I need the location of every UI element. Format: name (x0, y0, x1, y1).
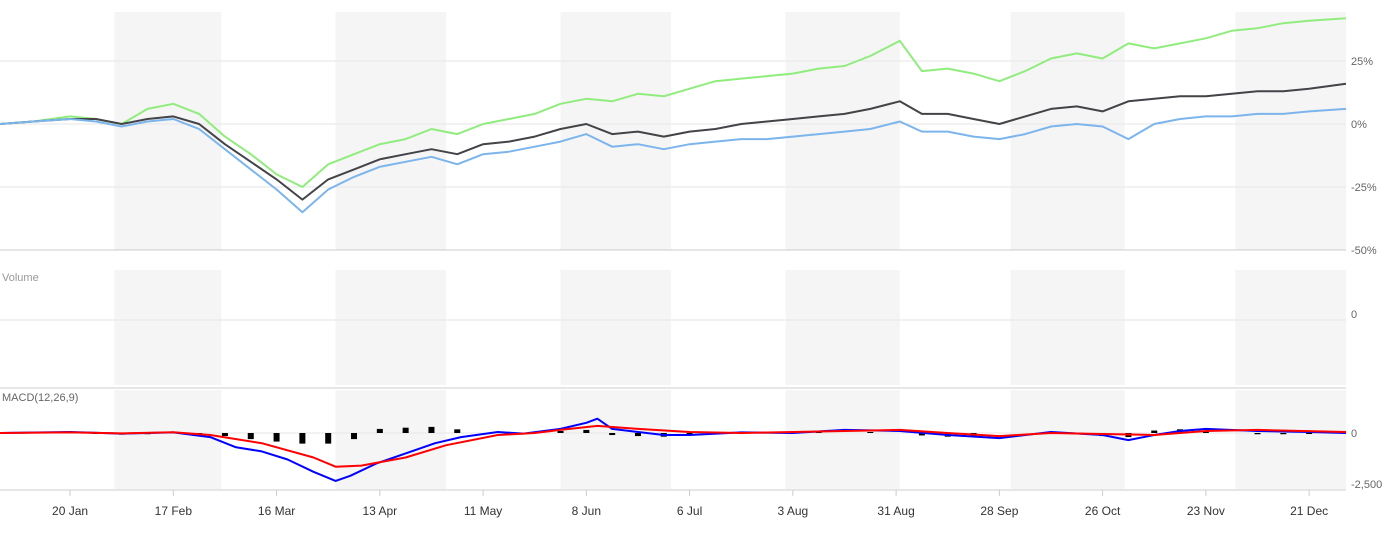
x-tick-label: 21 Dec (1290, 504, 1328, 518)
macd-histogram-bar (376, 428, 383, 433)
macd-histogram-bar (557, 430, 564, 433)
macd-histogram-bar (402, 427, 409, 433)
month-band (560, 12, 672, 250)
price-series-line-3 (0, 107, 1347, 214)
macd-series (0, 417, 1347, 482)
x-tick-label: 31 Aug (877, 504, 914, 518)
macd-histogram-bar (1280, 433, 1287, 435)
y-tick-label: 25% (1351, 56, 1373, 68)
macd-histogram-bar (609, 433, 616, 436)
y-axis-labels: 25% 0% -25% -50% 0 0 -2,500 (1351, 56, 1382, 491)
month-band (560, 390, 672, 489)
x-tick-label: 11 May (464, 504, 502, 518)
macd-histogram-bar (634, 433, 641, 437)
macd-signal-line (0, 424, 1347, 468)
price-series-line-2 (0, 82, 1347, 201)
macd-histogram-bar (325, 433, 332, 444)
macd-histogram-bar (1306, 433, 1313, 435)
y-tick-label: 0% (1351, 119, 1367, 131)
month-band (114, 12, 222, 250)
month-band (114, 390, 222, 489)
y-tick-label: -50% (1351, 245, 1377, 257)
macd-histogram-bar (454, 429, 461, 433)
month-band (1235, 12, 1346, 250)
x-tick-label: 16 Mar (258, 504, 295, 518)
month-band (1235, 270, 1346, 385)
y-tick-label: -25% (1351, 182, 1377, 194)
macd-histogram-bar (351, 433, 358, 440)
x-tick-label: 8 Jun (572, 504, 601, 518)
volume-panel-title: Volume (2, 272, 39, 284)
x-tick-label: 23 Nov (1187, 504, 1225, 518)
x-tick-label: 6 Jul (677, 504, 702, 518)
x-tick-label: 13 Apr (362, 504, 397, 518)
month-band (335, 12, 447, 250)
macd-histogram-bar (299, 433, 306, 444)
macd-histogram-bar (428, 426, 435, 433)
month-band (335, 270, 447, 385)
month-band (114, 270, 222, 385)
x-tick-label: 28 Sep (980, 504, 1018, 518)
x-axis-labels: 20 Jan 17 Feb 16 Mar 13 Apr 11 May 8 Jun 6 Jul… (52, 490, 1328, 518)
month-band (1010, 270, 1125, 385)
price-series-line-1 (0, 17, 1347, 188)
month-band (335, 390, 447, 489)
macd-histogram-bar (1254, 433, 1261, 435)
month-band (785, 270, 900, 385)
macd-histogram-bar (273, 433, 280, 442)
y-tick-label: -2,500 (1351, 479, 1382, 491)
month-band (1010, 12, 1125, 250)
macd-histogram-bar (247, 433, 254, 440)
x-tick-label: 26 Oct (1085, 504, 1121, 518)
macd-histogram-bar (583, 429, 590, 433)
x-tick-label: 20 Jan (52, 504, 88, 518)
macd-histogram-bar (221, 433, 228, 437)
macd-panel-title: MACD(12,26,9) (2, 392, 78, 404)
macd-histogram-bar (1151, 430, 1158, 433)
x-tick-label: 17 Feb (155, 504, 193, 518)
macd-line (0, 417, 1347, 482)
y-tick-label: 0 (1351, 428, 1357, 440)
price-series (0, 17, 1347, 214)
month-band (1235, 390, 1346, 489)
month-band (785, 390, 900, 489)
macd-histogram-bar (918, 433, 925, 436)
month-band (1010, 390, 1125, 489)
x-tick-label: 3 Aug (777, 504, 808, 518)
alternate-month-bands (114, 12, 1346, 489)
macd-histogram-bar (867, 431, 874, 433)
month-band (560, 270, 672, 385)
y-tick-label: 0 (1351, 309, 1357, 321)
